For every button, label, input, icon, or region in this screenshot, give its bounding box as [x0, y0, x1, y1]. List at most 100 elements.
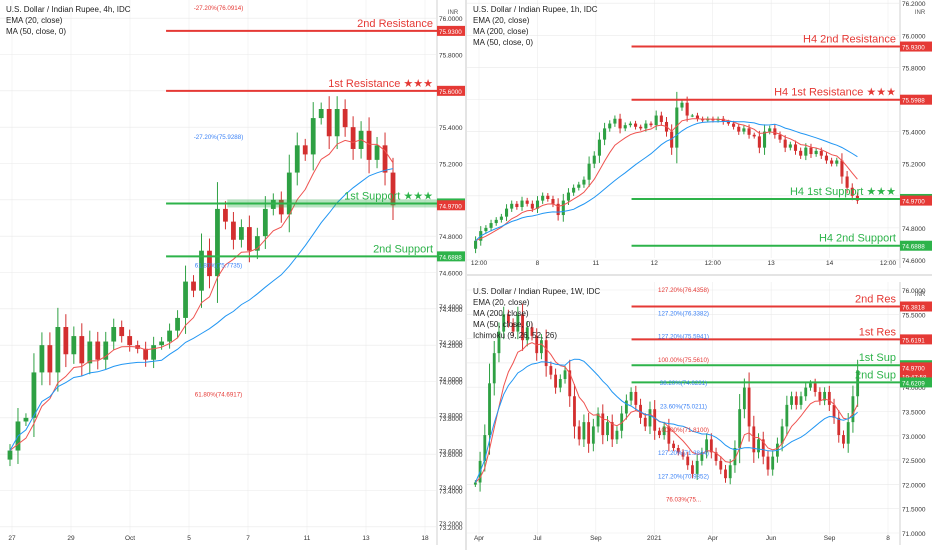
fib-label: 61.80%(74.6917) [195, 391, 242, 398]
candle-body [382, 145, 388, 173]
x-tick-label: 8 [536, 260, 540, 267]
y-tick-label-left: 73.8000 [439, 413, 463, 420]
candle-body [662, 426, 666, 436]
candle-body [286, 172, 292, 215]
candle-body [832, 404, 836, 418]
candle-body [680, 102, 684, 108]
candle-body [757, 136, 761, 148]
ema-line [475, 342, 859, 483]
candle-body [561, 200, 565, 216]
candle-body [827, 391, 831, 405]
y-tick-label: 74.0000 [439, 380, 463, 387]
price-tag-label: 75.5988 [902, 98, 925, 105]
panel-1h[interactable]: 76.200076.000075.800075.600075.400075.20… [467, 0, 932, 268]
candle-body [563, 370, 567, 380]
y-tick-label-left: 73.4000 [439, 485, 463, 492]
candle-body [497, 331, 501, 354]
price-tag [900, 41, 932, 52]
candle-body [670, 131, 674, 148]
candle-body [757, 439, 760, 453]
candle-body [103, 341, 109, 360]
x-tick-label: 7 [246, 535, 250, 542]
candle-body [726, 121, 730, 124]
level-label: H4 2nd Support [819, 233, 896, 245]
candle-body [549, 366, 553, 375]
candle-body [771, 456, 775, 470]
candle-body [558, 379, 562, 388]
candle-body [818, 391, 822, 401]
candle-body [546, 195, 550, 199]
candle-body [603, 128, 607, 140]
legend-entry: MA (50, close, 0) [473, 320, 533, 329]
y-tick-label: 73.8000 [439, 416, 463, 423]
candle-body [709, 439, 713, 453]
candle-body [390, 172, 396, 206]
candle-body [780, 426, 784, 444]
candle-body [95, 341, 101, 360]
candle-body [681, 452, 685, 457]
level-label: 2nd Sup [855, 369, 896, 381]
candle-body [809, 147, 813, 155]
fib-label: -27.20%(75.9288) [194, 134, 244, 141]
legend-entry: MA (50, close, 0) [473, 38, 533, 47]
candle-body [119, 327, 125, 337]
price-tag-label: 76.3818 [902, 304, 925, 311]
candle-body [830, 160, 834, 164]
price-tag [900, 362, 932, 373]
candle-body [573, 396, 576, 427]
level-label: 1st Support ★★★ [344, 190, 433, 202]
candle-body [473, 482, 477, 485]
candle-body [127, 336, 133, 346]
y-tick-label: 73.2000 [439, 525, 463, 532]
candle-body [492, 353, 496, 384]
candle-body [79, 336, 85, 364]
candle-body [525, 200, 529, 204]
candle-body [334, 109, 340, 137]
candle-body [747, 128, 751, 135]
candle-body [566, 192, 571, 201]
candle-body [728, 465, 732, 479]
candle-body [686, 456, 690, 466]
candle-body [488, 383, 491, 436]
price-tag [437, 25, 465, 36]
candle-body [223, 208, 228, 222]
candle-body [592, 155, 596, 164]
price-tag [900, 195, 932, 206]
panel-4h[interactable]: 76.000075.800075.600075.400075.200075.00… [0, 0, 465, 545]
candle-body [530, 203, 534, 209]
y-tick-label-left: 73.6000 [439, 449, 463, 456]
candle-body [842, 435, 845, 444]
x-tick-label: Jun [766, 535, 777, 542]
fib-label: 100.00%(75.5610) [658, 357, 709, 364]
candle-body [596, 413, 600, 427]
level-label: 1st Sup [859, 352, 896, 364]
price-tag [900, 334, 932, 345]
candle-body [654, 115, 658, 126]
level-label: 2nd Support [373, 243, 433, 255]
candle-body [191, 281, 196, 291]
candle-body [752, 426, 756, 453]
candle-body [814, 150, 818, 155]
candle-body [207, 250, 212, 277]
candle-body [499, 216, 503, 220]
fib-label: 61.80%(75.7735) [195, 263, 242, 270]
candle-body [310, 118, 316, 155]
candle-body [606, 422, 609, 436]
price-tag [900, 301, 932, 312]
y-tick-label: 75.8000 [439, 53, 463, 60]
y-tick-label: 75.8000 [902, 65, 926, 72]
y-tick-label: 74.6000 [902, 258, 926, 265]
panel-1w[interactable]: 76.000075.500075.000074.500074.000073.50… [439, 282, 932, 545]
candle-body [23, 417, 29, 422]
candle-body [634, 391, 638, 405]
candle-body [535, 200, 540, 209]
y-tick-label: 75.4000 [439, 125, 463, 132]
y-tick-label: 71.0000 [902, 531, 926, 538]
candle-body [530, 327, 534, 336]
candle-body [608, 123, 612, 129]
candle-body [639, 126, 643, 129]
price-tag-label: 74.6888 [902, 244, 925, 251]
candle-body [742, 387, 746, 410]
ema-line [9, 139, 394, 451]
fib-label: 100.00%(71.8100) [658, 427, 709, 434]
